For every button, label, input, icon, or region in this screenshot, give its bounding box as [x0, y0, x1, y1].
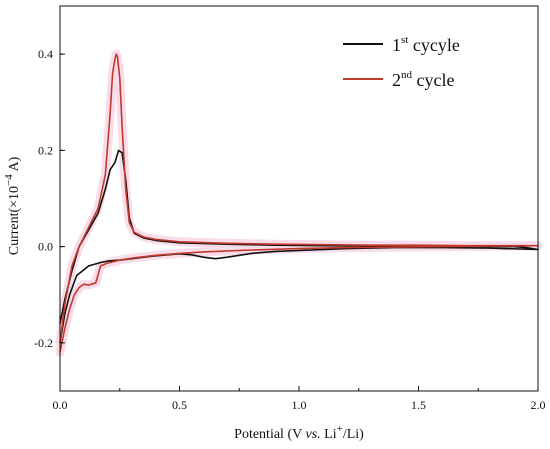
y-tick-label: 0.4 [38, 47, 53, 61]
series-line-2 [59, 53, 539, 353]
x-axis-title: Potential (V vs. Li+/Li) [234, 423, 364, 442]
y-tick-label: 0.2 [38, 143, 53, 157]
series-2-shaded-band [55, 49, 543, 357]
x-tick-label: 1.5 [411, 398, 426, 412]
x-tick-label: 2.0 [531, 398, 546, 412]
plot-frame [59, 5, 539, 392]
y-tick-label: 0.0 [38, 240, 53, 254]
legend-label-series-2: 2nd cycle [392, 69, 454, 90]
legend: 1st cycyle 2nd cycle [343, 34, 460, 90]
x-tick-label: 0.0 [53, 398, 68, 412]
legend-label-series-1: 1st cycyle [392, 34, 460, 55]
series-layer [59, 53, 539, 353]
y-axis-ticks: -0.2 0.0 0.2 0.4 [34, 47, 65, 350]
x-tick-label: 1.0 [292, 398, 307, 412]
x-axis-ticks: 0.0 0.5 1.0 1.5 2.0 [53, 386, 546, 412]
x-tick-label: 0.5 [172, 398, 187, 412]
y-axis-title: Current(×10−4 A) [3, 156, 22, 255]
shaded-band-layer [55, 49, 543, 357]
y-tick-label: -0.2 [34, 336, 53, 350]
